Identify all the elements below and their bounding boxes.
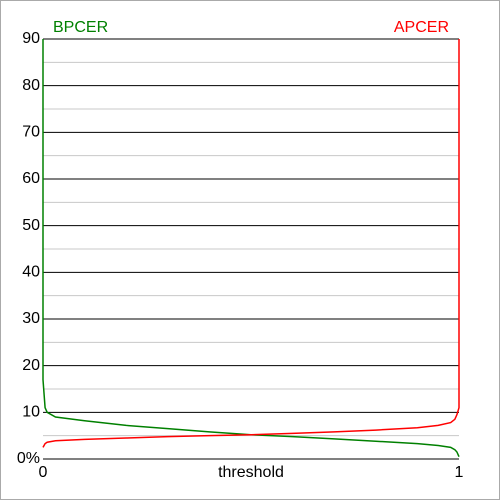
y-tick-label: 60 [22, 170, 40, 187]
legend-label: BPCER [53, 19, 108, 36]
x-tick-label: 0 [39, 464, 48, 481]
legend-label: APCER [394, 19, 449, 36]
y-tick-label: 0% [17, 450, 40, 467]
y-tick-label: 80 [22, 77, 40, 94]
series-line [42, 39, 460, 448]
y-tick-label: 30 [22, 310, 40, 327]
x-axis-label: threshold [218, 464, 284, 481]
y-tick-label: 40 [22, 264, 40, 281]
y-tick-label: 90 [22, 30, 40, 47]
y-tick-label: 20 [22, 357, 40, 374]
x-tick-label: 1 [455, 464, 464, 481]
y-tick-label: 10 [22, 404, 40, 421]
y-tick-label: 70 [22, 124, 40, 141]
y-tick-label: 50 [22, 217, 40, 234]
